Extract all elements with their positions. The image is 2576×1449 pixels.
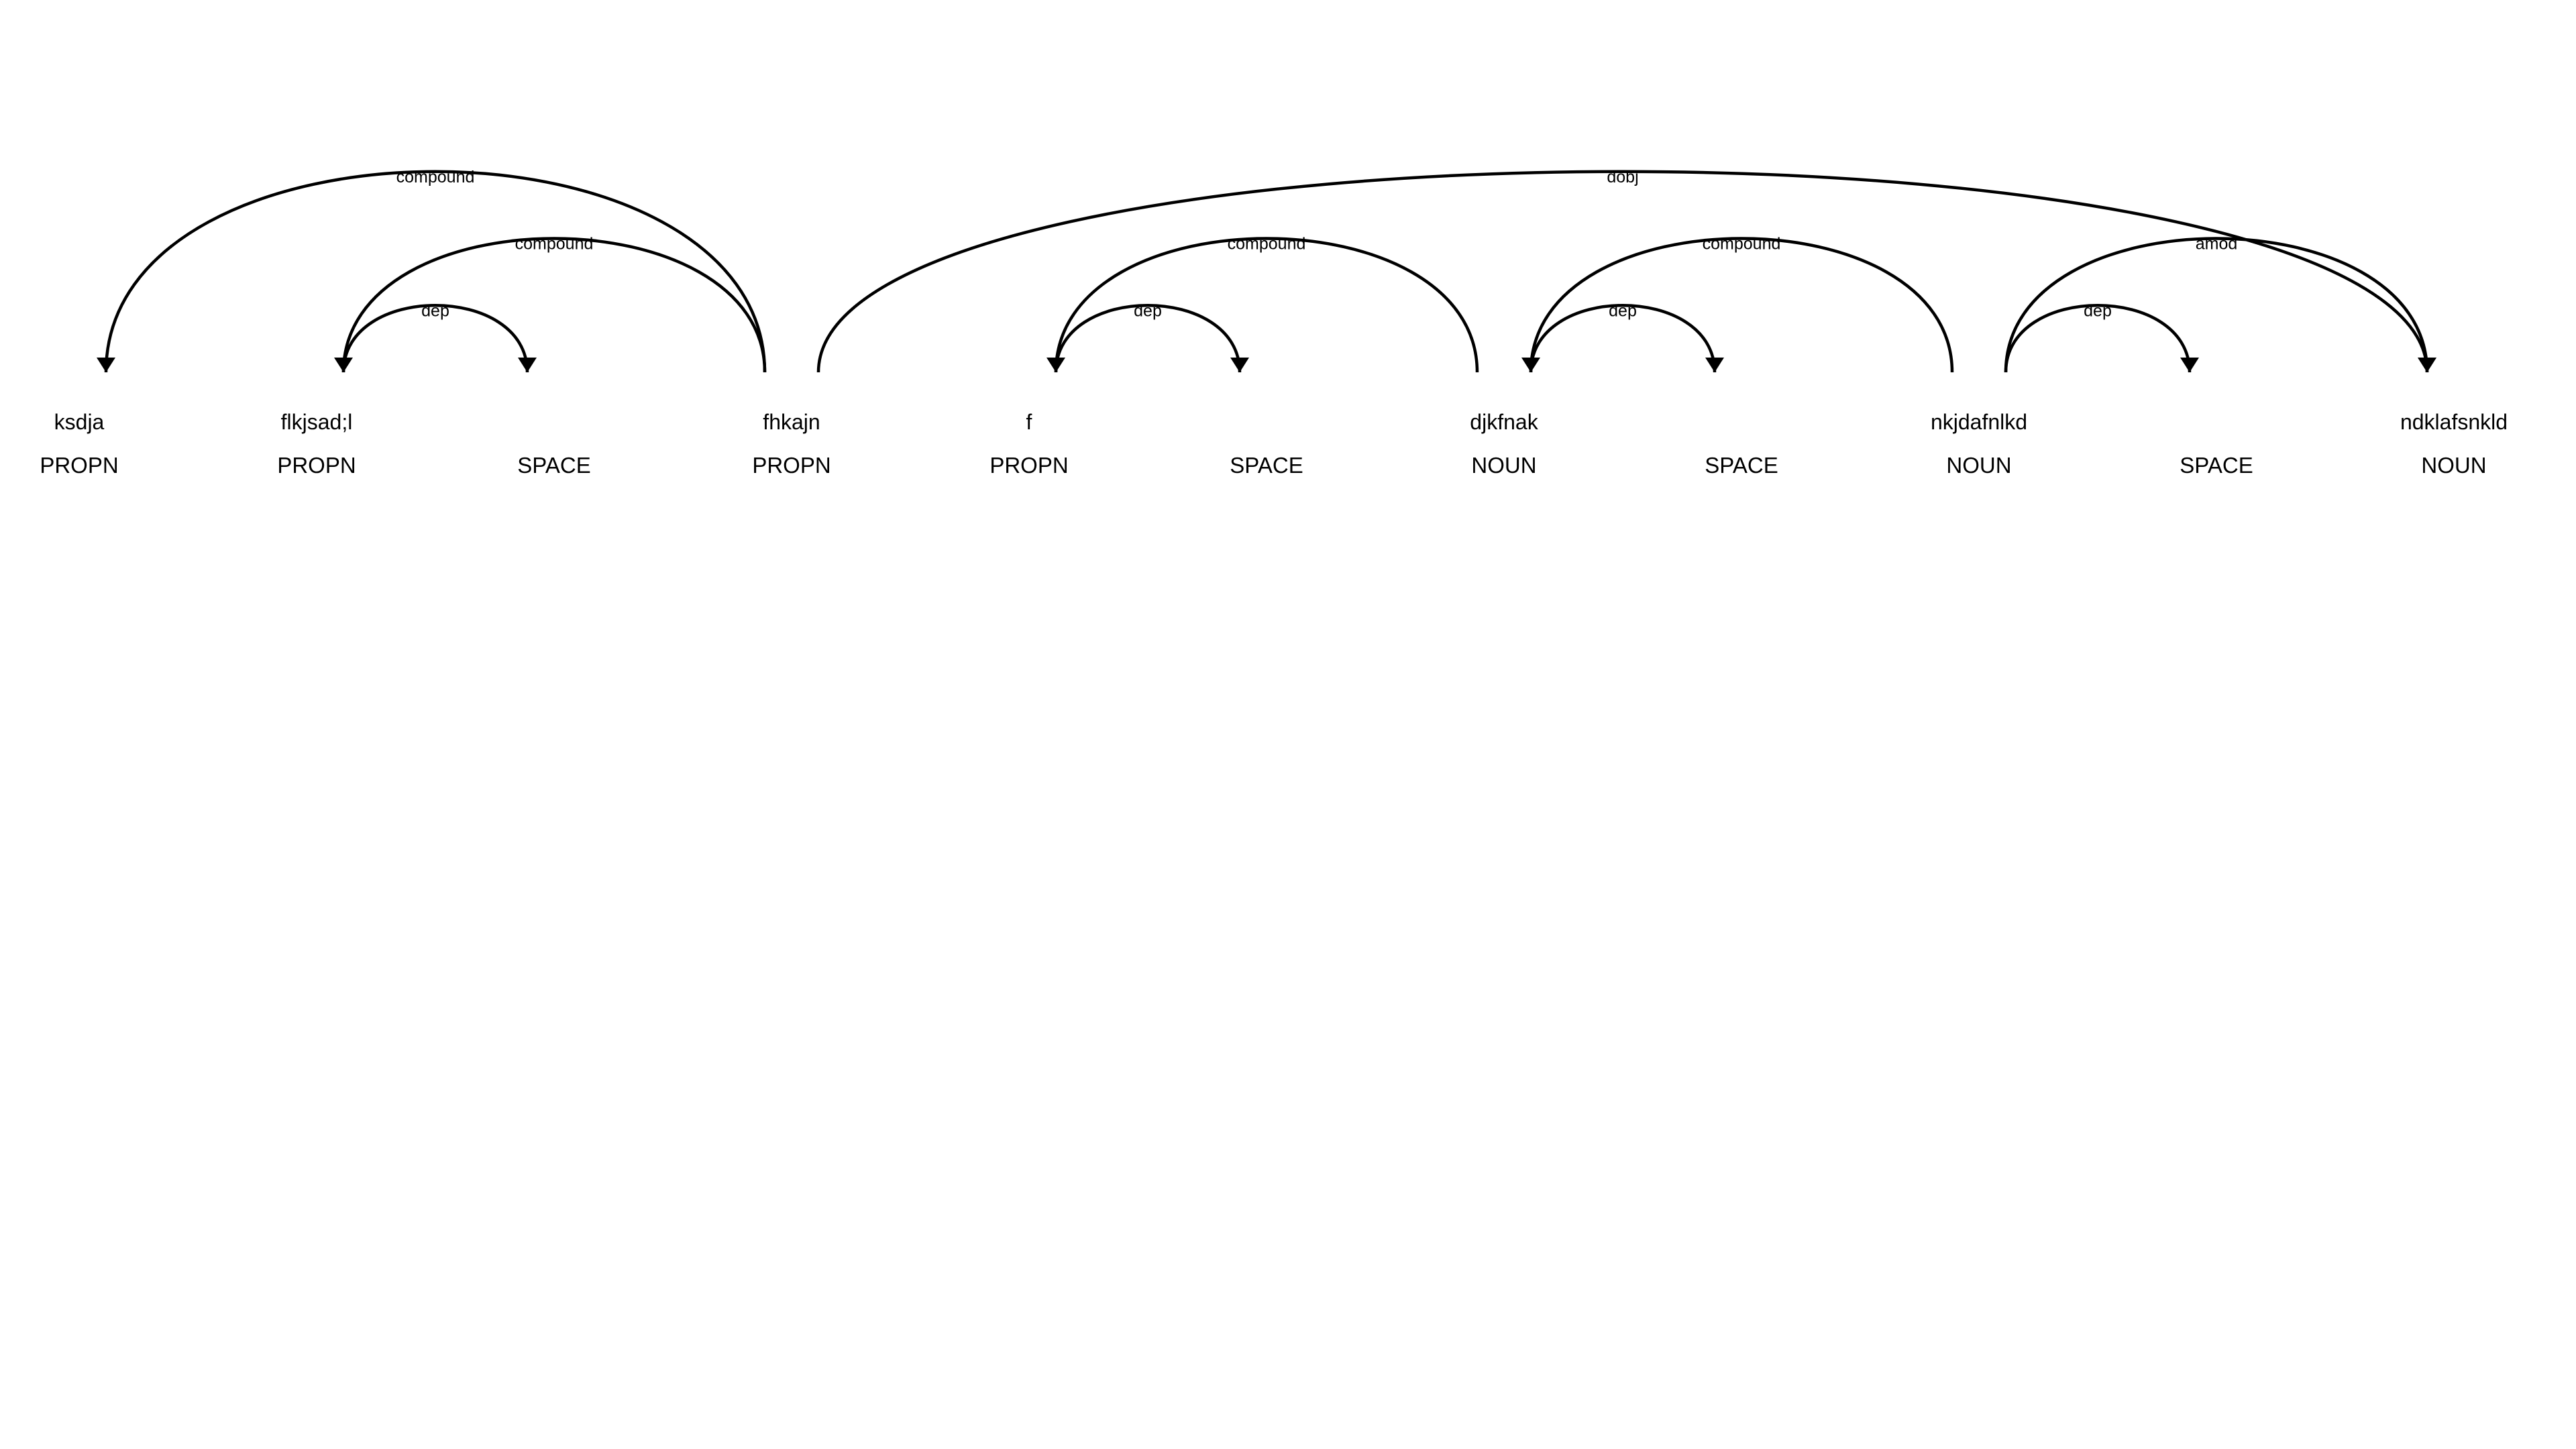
arrow-head-icon xyxy=(1705,358,1724,372)
arc-label: dep xyxy=(1609,301,1637,320)
arc-line xyxy=(1529,237,1954,373)
arrow-head-icon xyxy=(518,358,537,372)
token-text: ndklafsnkld xyxy=(2400,410,2508,434)
arc-line xyxy=(1529,304,1717,373)
arc-line xyxy=(1054,237,1479,373)
token-pos-tag: SPACE xyxy=(1230,453,1303,478)
token-pos-tag: PROPN xyxy=(752,453,830,478)
arc-line xyxy=(816,170,2429,373)
token-pos-tag: NOUN xyxy=(1946,453,2011,478)
token: f PROPN xyxy=(989,410,1068,478)
dependency-arc: compound xyxy=(97,168,767,373)
arcs-layer: compound compound dep dobj compound dep compou… xyxy=(97,168,2436,373)
token: nkjdafnlkd NOUN xyxy=(1931,410,2027,478)
token-text: djkfnak xyxy=(1470,410,1538,434)
dependency-arc: amod xyxy=(2004,235,2436,373)
tokens-layer: ksdja PROPN flkjsad;l PROPN SPACE fhkajn PROPN… xyxy=(40,410,2508,478)
token-text: nkjdafnlkd xyxy=(1931,410,2027,434)
token: fhkajn PROPN xyxy=(752,410,830,478)
token-text: f xyxy=(1026,410,1032,434)
arc-label: compound xyxy=(515,235,594,254)
arc-label: dep xyxy=(1134,301,1162,320)
dependency-arc: compound xyxy=(1046,235,1479,373)
arrow-head-icon xyxy=(97,358,115,372)
arc-line xyxy=(2004,237,2429,373)
token: ksdja PROPN xyxy=(40,410,118,478)
token-pos-tag: NOUN xyxy=(1471,453,1536,478)
arc-label: amod xyxy=(2196,235,2238,254)
arc-line xyxy=(341,237,767,373)
token: ndklafsnkld NOUN xyxy=(2400,410,2508,478)
arc-line xyxy=(2004,304,2192,373)
arc-line xyxy=(104,170,767,373)
token-pos-tag: SPACE xyxy=(1705,453,1778,478)
arc-label: dobj xyxy=(1607,168,1638,186)
dependency-arc: compound xyxy=(1521,235,1954,373)
dependency-arc: dep xyxy=(341,301,537,373)
token-pos-tag: SPACE xyxy=(2180,453,2253,478)
token-text: fhkajn xyxy=(763,410,820,434)
token-pos-tag: PROPN xyxy=(989,453,1068,478)
token: djkfnak NOUN xyxy=(1470,410,1538,478)
token-pos-tag: PROPN xyxy=(277,453,356,478)
dependency-arc: dep xyxy=(2004,301,2199,373)
arc-line xyxy=(1054,304,1242,373)
arc-label: dep xyxy=(2084,301,2112,320)
dependency-arc: dep xyxy=(1529,301,1724,373)
token: flkjsad;l PROPN xyxy=(277,410,356,478)
token: SPACE xyxy=(2180,453,2253,478)
token: SPACE xyxy=(517,453,590,478)
arc-label: compound xyxy=(1228,235,1306,254)
arc-label: compound xyxy=(396,168,475,186)
token: SPACE xyxy=(1230,453,1303,478)
token-pos-tag: PROPN xyxy=(40,453,118,478)
arc-label: dep xyxy=(421,301,449,320)
arc-line xyxy=(341,304,529,373)
token-pos-tag: NOUN xyxy=(2421,453,2486,478)
arrow-head-icon xyxy=(1230,358,1249,372)
token-text: ksdja xyxy=(54,410,105,434)
token-pos-tag: SPACE xyxy=(517,453,590,478)
token: SPACE xyxy=(1705,453,1778,478)
token-text: flkjsad;l xyxy=(281,410,353,434)
dependency-arc: dep xyxy=(1054,301,1249,373)
arrow-head-icon xyxy=(2418,358,2436,372)
arc-label: compound xyxy=(1703,235,1781,254)
arrow-head-icon xyxy=(2180,358,2199,372)
dependency-arc: compound xyxy=(334,235,767,373)
